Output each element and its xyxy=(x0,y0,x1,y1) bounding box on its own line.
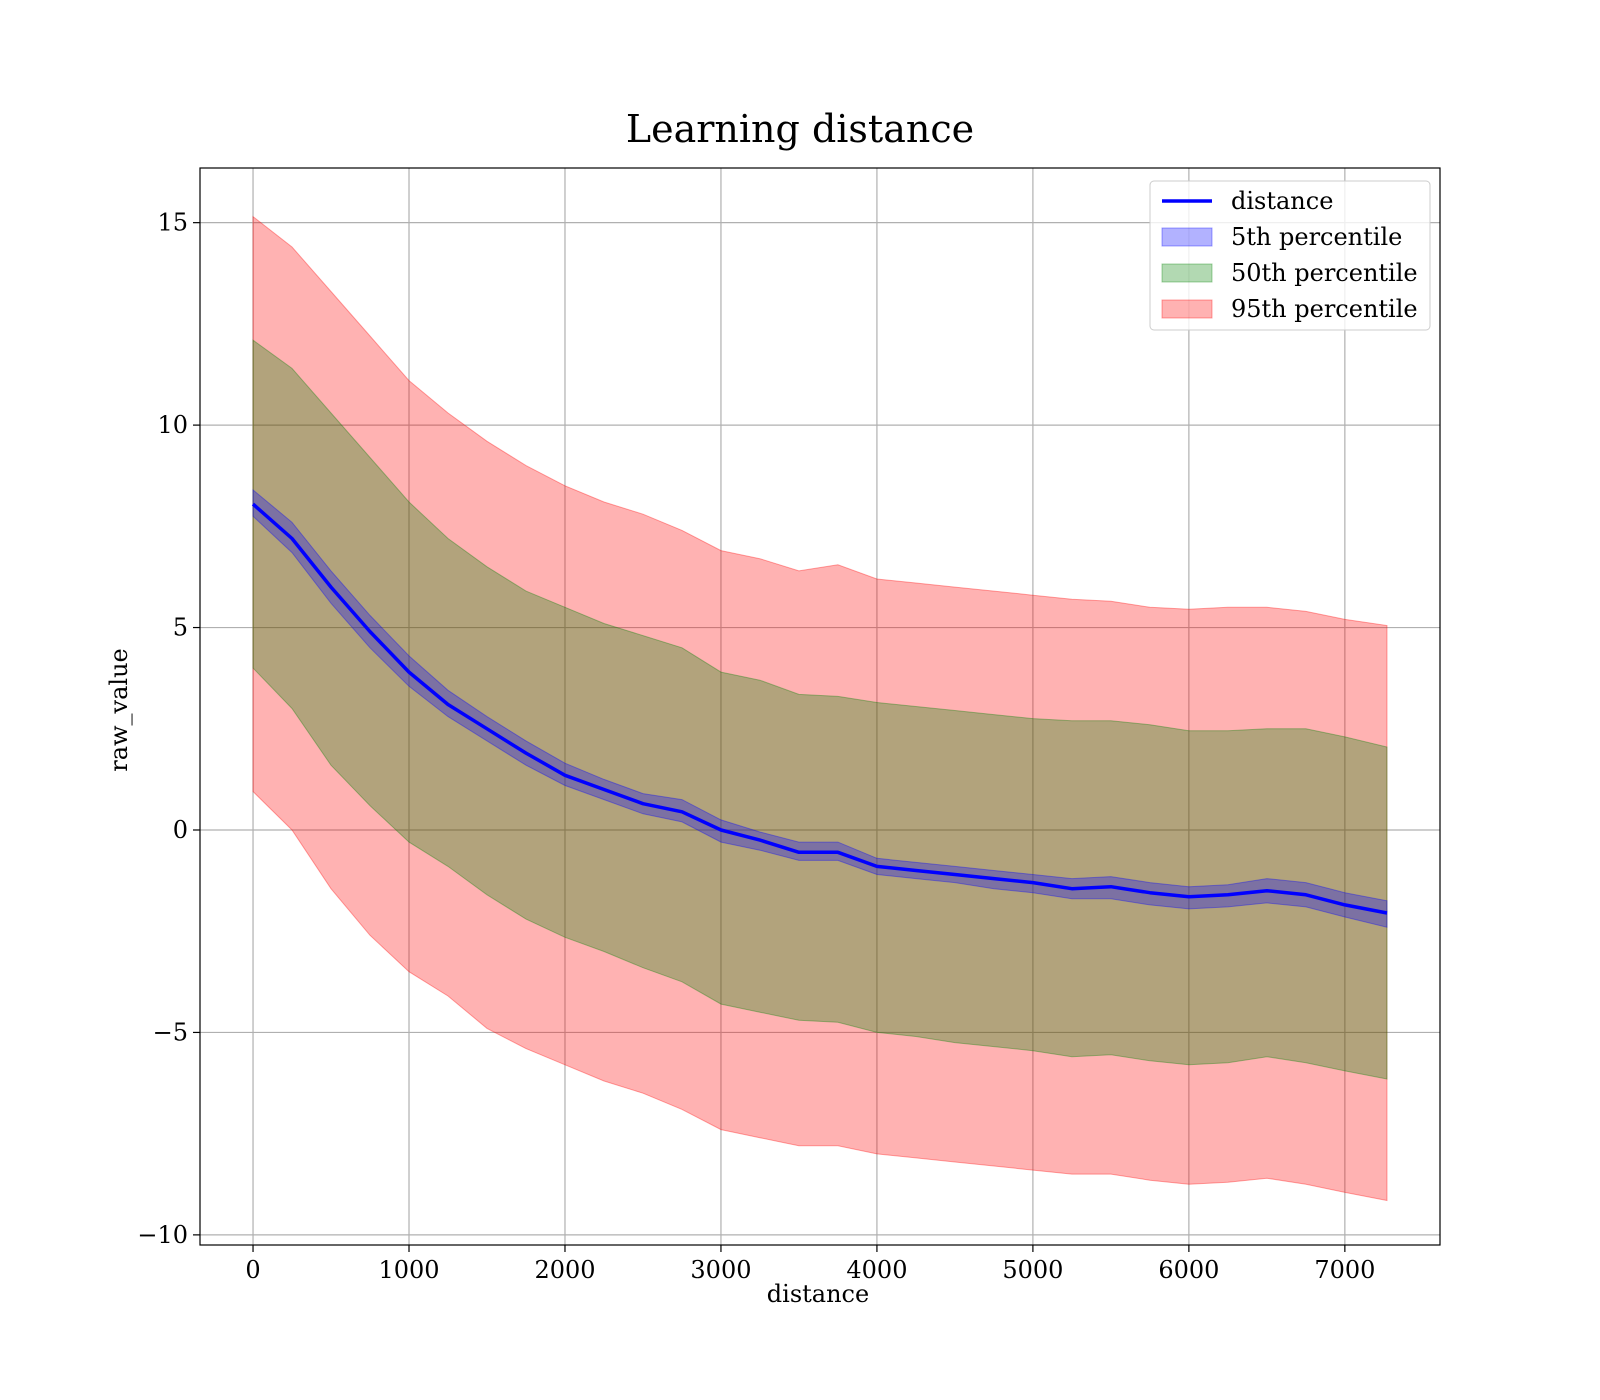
x-tick-label: 1000 xyxy=(378,1256,439,1284)
legend-label-5th-percentile: 5th percentile xyxy=(1231,223,1402,251)
y-tick-label: 10 xyxy=(157,411,188,439)
band-50th-percentile xyxy=(252,339,1388,1080)
y-tick-label: −10 xyxy=(137,1221,188,1249)
legend-label-distance: distance xyxy=(1231,187,1333,215)
legend-swatch-50th-percentile xyxy=(1161,263,1213,283)
band-5th-percentile xyxy=(252,488,1388,928)
chart-title: Learning distance xyxy=(626,107,974,151)
y-axis-ticks: −10 −5 0 5 10 15 xyxy=(137,209,200,1249)
band-95th-percentile xyxy=(252,215,1388,1202)
y-tick-label: −5 xyxy=(153,1018,188,1046)
legend-box xyxy=(1149,180,1431,331)
grid-lines xyxy=(200,168,1440,1245)
y-tick-label: 5 xyxy=(173,614,188,642)
y-tick-label: 0 xyxy=(173,816,188,844)
x-tick-label: 7000 xyxy=(1314,1256,1375,1284)
legend-label-50th-percentile: 50th percentile xyxy=(1231,259,1418,287)
x-tick-label: 4000 xyxy=(846,1256,907,1284)
x-axis-label: distance xyxy=(767,1280,869,1308)
series-line-distance xyxy=(251,502,1388,915)
x-tick-label: 2000 xyxy=(534,1256,595,1284)
x-tick-label: 3000 xyxy=(690,1256,751,1284)
legend-swatch-95th-percentile xyxy=(1161,299,1213,319)
legend-swatch-5th-percentile xyxy=(1161,227,1213,247)
plot-area-frame xyxy=(199,167,1441,1246)
y-tick-label: 15 xyxy=(157,209,188,237)
series-lines xyxy=(251,502,1388,915)
x-axis-ticks: 0 1000 2000 3000 4000 5000 6000 7000 xyxy=(245,1245,1375,1284)
percentile-bands xyxy=(252,215,1388,1202)
y-axis-label: raw_value xyxy=(105,648,133,772)
x-tick-label: 6000 xyxy=(1158,1256,1219,1284)
legend: distance 5th percentile 50th percentile 95t… xyxy=(1149,180,1431,331)
x-tick-label: 0 xyxy=(245,1256,260,1284)
x-tick-label: 5000 xyxy=(1002,1256,1063,1284)
legend-label-95th-percentile: 95th percentile xyxy=(1231,295,1418,323)
